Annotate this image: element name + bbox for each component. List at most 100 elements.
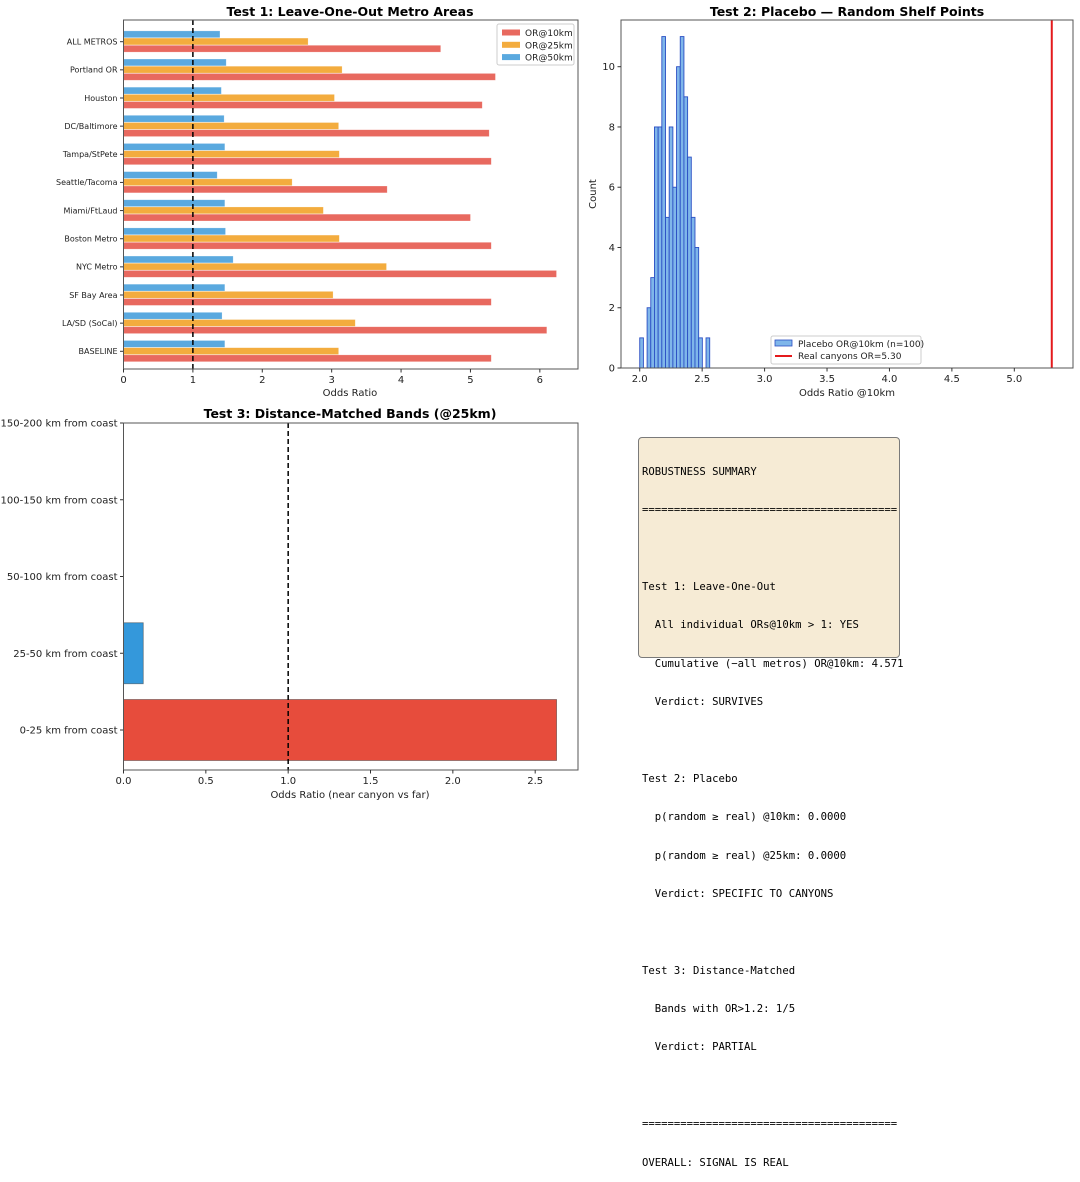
- histogram-bar: [650, 277, 655, 369]
- x-tick-label: 2.5: [527, 776, 543, 787]
- histogram-bar: [657, 126, 663, 369]
- summary-line: ​: [642, 926, 896, 939]
- summary-line: ​: [642, 1080, 896, 1093]
- histogram-bar: [646, 307, 652, 369]
- histogram-bar: [705, 337, 711, 369]
- x-tick-label: 3.0: [757, 374, 773, 385]
- bar-or-50km-sf-bay-area: [123, 283, 226, 292]
- histogram-bar: [679, 36, 685, 369]
- y-tick-label: DC/Baltimore: [64, 122, 117, 131]
- histogram-bar: [672, 186, 678, 369]
- summary-line: p(random ≥ real) @10km: 0.0000: [642, 811, 847, 824]
- summary-line: Cumulative (−all metros) OR@10km: 4.571: [642, 657, 904, 670]
- robustness-summary-box: ROBUSTNESS SUMMARY =====================…: [638, 437, 904, 1169]
- histogram-bar: [683, 96, 689, 369]
- x-tick-label: 5.0: [1006, 374, 1022, 385]
- legend-label: OR@10km: [525, 29, 573, 39]
- bar-or-25km-boston-metro: [123, 234, 340, 243]
- x-tick-label: 2: [259, 375, 265, 386]
- summary-line: Verdict: PARTIAL: [642, 1041, 757, 1054]
- chart1-legend: OR@10km OR@25km OR@50km: [496, 23, 575, 66]
- bar-or-25km-seattle-tacoma: [123, 178, 293, 186]
- figure: Test 1: Leave-One-Out Metro Areas Odds R…: [1, 4, 1074, 801]
- bar-or-50km-boston-metro: [123, 227, 226, 236]
- y-tick-label: 0: [609, 364, 615, 375]
- bar-or-10km-baseline: [123, 354, 492, 362]
- y-tick-label: Boston Metro: [64, 235, 117, 244]
- x-tick-label: 1: [190, 375, 196, 386]
- y-tick-label: 150-200 km from coast: [1, 419, 118, 430]
- y-tick-label: 6: [609, 183, 615, 194]
- bar-or-25km-dc-baltimore: [123, 122, 339, 130]
- chart2-title: Test 2: Placebo — Random Shelf Points: [710, 4, 984, 19]
- x-tick-label: 4.0: [881, 374, 897, 385]
- y-tick-label: Seattle/Tacoma: [56, 178, 118, 187]
- y-tick-label: 8: [609, 122, 615, 133]
- summary-line: Verdict: SPECIFIC TO CANYONS: [642, 887, 834, 900]
- bar-or-50km-seattle-tacoma: [123, 171, 218, 179]
- histogram-bar: [654, 126, 659, 369]
- legend-label: OR@50km: [525, 54, 573, 64]
- histogram-bar: [665, 216, 670, 369]
- bar-or-10km-la-sd-socal-: [123, 326, 548, 334]
- chart1-title: Test 1: Leave-One-Out Metro Areas: [226, 4, 473, 19]
- legend-swatch-or-10km: [502, 29, 520, 36]
- bar-or-10km-sf-bay-area: [123, 298, 492, 306]
- bar-or-50km-portland-or: [123, 58, 227, 67]
- y-tick-label: SF Bay Area: [69, 291, 117, 300]
- bar-or-25km-all-metros: [123, 37, 309, 46]
- bar-or-50km-baseline: [123, 340, 226, 348]
- y-tick-label: NYC Metro: [76, 263, 118, 272]
- chart2-frame: [620, 19, 1074, 369]
- x-tick-label: 5: [467, 375, 473, 386]
- chart-leave-one-out: Test 1: Leave-One-Out Metro Areas Odds R…: [56, 4, 579, 399]
- y-tick-label: 25-50 km from coast: [13, 649, 117, 660]
- chart-placebo-histogram: Test 2: Placebo — Random Shelf Points Od…: [588, 4, 1074, 399]
- bar-or-10km-houston: [123, 101, 483, 109]
- legend-box: [770, 335, 922, 365]
- summary-line: ========================================: [642, 1118, 898, 1131]
- chart2-xlabel: Odds Ratio @10km: [799, 388, 895, 399]
- y-tick-label: Portland OR: [70, 66, 118, 75]
- bar-or-50km-dc-baltimore: [123, 115, 225, 123]
- y-tick-label: 2: [609, 303, 615, 314]
- y-tick-label: 0-25 km from coast: [20, 726, 118, 737]
- summary-line: ROBUSTNESS SUMMARY: [642, 465, 757, 478]
- x-tick-label: 0.5: [198, 776, 214, 787]
- summary-line: ​: [642, 542, 896, 555]
- y-tick-label: LA/SD (SoCal): [62, 319, 118, 328]
- legend-label: Real canyons OR=5.30: [798, 352, 902, 362]
- x-tick-label: 0.0: [116, 776, 132, 787]
- bar-25-50-km-from-coast: [123, 622, 144, 685]
- histogram-bar: [687, 156, 692, 369]
- bar-or-25km-nyc-metro: [123, 262, 387, 271]
- summary-line: ========================================: [642, 503, 898, 516]
- bar-or-10km-boston-metro: [123, 242, 492, 250]
- bar-or-50km-nyc-metro: [123, 255, 234, 264]
- bar-or-25km-portland-or: [123, 65, 343, 74]
- histogram-bar: [676, 66, 681, 369]
- summary-line: Test 2: Placebo: [642, 772, 738, 785]
- x-tick-label: 2.0: [632, 374, 648, 385]
- bar-or-25km-miami-ftlaud: [123, 206, 324, 215]
- histogram-bar: [668, 126, 674, 369]
- x-tick-label: 0: [120, 375, 126, 386]
- legend-swatch-or-25km: [502, 41, 520, 48]
- histogram-bar: [639, 337, 644, 369]
- x-tick-label: 4: [398, 375, 404, 386]
- bar-or-50km-miami-ftlaud: [123, 199, 226, 207]
- bar-or-25km-tampa-stpete: [123, 150, 340, 158]
- summary-line: ​: [642, 734, 896, 747]
- summary-line: All individual ORs@10km > 1: YES: [642, 619, 859, 632]
- bar-or-25km-houston: [123, 94, 335, 102]
- y-tick-label: 100-150 km from coast: [1, 495, 118, 506]
- summary-line: Test 3: Distance-Matched: [642, 964, 796, 977]
- chart3-title: Test 3: Distance-Matched Bands (@25km): [204, 406, 497, 421]
- x-tick-label: 2.5: [694, 374, 710, 385]
- legend-label: Placebo OR@10km (n=100): [798, 340, 924, 350]
- legend-swatch-placebo: [774, 339, 793, 347]
- bar-or-10km-tampa-stpete: [123, 157, 492, 165]
- bar-or-10km-seattle-tacoma: [123, 185, 388, 194]
- y-tick-label: BASELINE: [79, 347, 118, 356]
- chart2-legend: Placebo OR@10km (n=100) Real canyons OR=5…: [770, 335, 924, 365]
